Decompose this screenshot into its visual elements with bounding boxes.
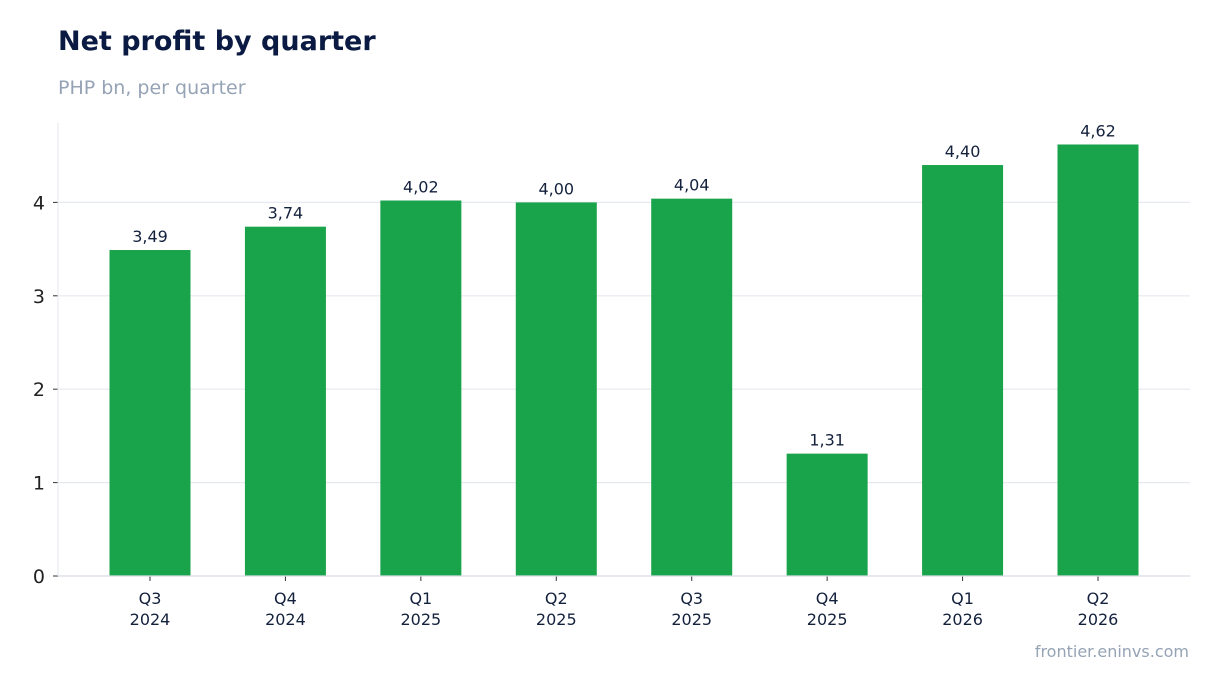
- x-tick-label-year: 2025: [536, 610, 577, 629]
- x-tick-label-quarter: Q4: [274, 589, 297, 608]
- x-tick-label-year: 2025: [807, 610, 848, 629]
- x-tick-label-quarter: Q2: [545, 589, 568, 608]
- bar-value-label: 1,31: [809, 431, 845, 450]
- bar: [786, 453, 868, 576]
- source-credit: frontier.eninvs.com: [1034, 642, 1189, 661]
- x-tick-label-year: 2025: [400, 610, 441, 629]
- x-tick-label-quarter: Q1: [409, 589, 432, 608]
- x-tick-label-quarter: Q1: [951, 589, 974, 608]
- y-tick-label: 3: [33, 286, 45, 308]
- bar: [380, 200, 462, 576]
- y-tick-label: 4: [33, 192, 45, 214]
- bar-value-label: 4,04: [674, 176, 710, 195]
- bar: [922, 165, 1004, 576]
- y-tick-label: 0: [33, 566, 45, 588]
- bar-value-label: 4,40: [945, 142, 981, 161]
- bar-value-label: 4,02: [403, 178, 439, 197]
- y-tick-label: 1: [33, 473, 45, 495]
- x-tick-label-year: 2026: [942, 610, 983, 629]
- bar-value-label: 3,49: [132, 227, 168, 246]
- chart-subtitle: PHP bn, per quarter: [58, 77, 246, 99]
- y-tick-label: 2: [33, 379, 45, 401]
- bar: [1057, 144, 1139, 576]
- x-tick-label-quarter: Q4: [816, 589, 839, 608]
- x-tick-label-year: 2024: [265, 610, 306, 629]
- x-tick-label-year: 2025: [671, 610, 712, 629]
- bars: [109, 144, 1139, 577]
- x-tick-label-quarter: Q2: [1087, 589, 1110, 608]
- bar: [109, 250, 191, 577]
- x-tick-label-year: 2024: [130, 610, 171, 629]
- bar-value-label: 3,74: [268, 204, 304, 223]
- bar-value-label: 4,00: [538, 179, 574, 198]
- chart-title: Net profit by quarter: [58, 26, 376, 57]
- bar: [244, 226, 326, 577]
- x-tick-label-year: 2026: [1078, 610, 1119, 629]
- axes: [57, 123, 1190, 577]
- x-tick-label-quarter: Q3: [139, 589, 162, 608]
- bar: [651, 198, 733, 576]
- gridlines: [53, 201, 1190, 581]
- x-tick-label-quarter: Q3: [680, 589, 703, 608]
- bar-value-label: 4,62: [1080, 121, 1116, 140]
- labels: 0 1 2 3 4 3,49 Q3 2024 3,74 Q4 2024 4,02 Q1 2025 4,00 Q…: [33, 121, 1118, 629]
- bar: [515, 202, 597, 576]
